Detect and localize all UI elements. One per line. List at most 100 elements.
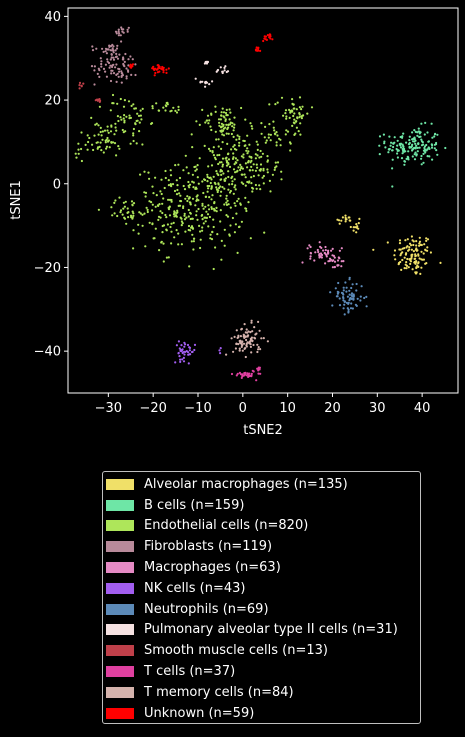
data-point xyxy=(372,248,375,251)
data-point xyxy=(289,149,292,152)
data-point xyxy=(165,101,168,105)
data-point xyxy=(348,293,351,296)
legend-swatch xyxy=(106,478,134,490)
data-point xyxy=(401,152,404,155)
data-point xyxy=(237,343,240,346)
data-point xyxy=(225,194,228,197)
data-point xyxy=(216,233,219,236)
data-point xyxy=(213,202,216,205)
data-point xyxy=(86,134,89,137)
data-point xyxy=(272,126,275,129)
data-point xyxy=(414,142,417,145)
data-point xyxy=(231,125,234,128)
data-point xyxy=(141,224,144,227)
data-point xyxy=(251,127,254,130)
data-point xyxy=(288,108,291,111)
data-point xyxy=(222,127,225,130)
data-point xyxy=(101,47,104,50)
data-point xyxy=(413,158,417,161)
data-point xyxy=(406,238,409,241)
data-point xyxy=(288,141,292,144)
data-point xyxy=(433,147,436,150)
data-point xyxy=(80,159,83,163)
data-point xyxy=(249,237,252,240)
data-point xyxy=(250,336,253,339)
data-point xyxy=(133,107,136,110)
data-point xyxy=(405,252,408,255)
data-point xyxy=(175,111,179,114)
data-point xyxy=(306,247,309,250)
data-point xyxy=(182,356,185,359)
data-point xyxy=(233,123,236,126)
data-point xyxy=(162,224,166,227)
data-point xyxy=(413,153,416,156)
data-point xyxy=(235,138,238,141)
data-point xyxy=(122,105,126,108)
data-point xyxy=(226,160,229,163)
data-point xyxy=(255,187,258,190)
data-point xyxy=(112,49,115,52)
data-point xyxy=(323,252,326,255)
data-point xyxy=(174,361,177,364)
data-point xyxy=(129,55,132,58)
data-point xyxy=(429,251,432,254)
data-point xyxy=(90,116,93,119)
data-point xyxy=(310,106,314,109)
data-point xyxy=(359,299,362,302)
data-point xyxy=(204,85,207,88)
data-point xyxy=(146,210,149,214)
data-point xyxy=(137,232,140,235)
data-point xyxy=(258,184,261,187)
data-point xyxy=(141,107,144,110)
data-point xyxy=(426,246,429,249)
data-point xyxy=(336,292,339,295)
data-point xyxy=(201,80,204,83)
data-point xyxy=(161,231,164,234)
data-point xyxy=(301,261,304,264)
data-point xyxy=(342,297,345,300)
data-point xyxy=(205,62,208,65)
data-point xyxy=(211,151,214,154)
data-point xyxy=(193,343,197,346)
data-point xyxy=(201,226,204,229)
data-point xyxy=(405,246,408,249)
data-point xyxy=(132,127,135,131)
data-point xyxy=(425,237,428,240)
data-point xyxy=(112,51,115,54)
data-point xyxy=(165,229,168,232)
data-point xyxy=(340,219,343,222)
data-point xyxy=(108,66,111,69)
data-point xyxy=(183,353,186,356)
data-point xyxy=(75,156,78,159)
data-point xyxy=(350,294,353,297)
data-point xyxy=(410,254,413,257)
data-point xyxy=(219,178,222,181)
data-point xyxy=(116,115,119,118)
data-point xyxy=(217,118,221,121)
data-point xyxy=(241,349,244,352)
data-point xyxy=(417,130,420,133)
legend-item: Macrophages (n=63) xyxy=(106,557,420,578)
data-point xyxy=(116,72,119,75)
data-point xyxy=(427,146,430,149)
data-point xyxy=(257,46,260,49)
data-point xyxy=(118,70,121,73)
data-point xyxy=(403,160,406,163)
data-point xyxy=(234,347,237,350)
data-point xyxy=(250,125,253,128)
legend-swatch xyxy=(106,645,134,657)
data-point xyxy=(225,214,228,217)
data-point xyxy=(246,134,249,137)
data-point xyxy=(236,169,239,172)
data-point xyxy=(365,295,368,298)
data-point xyxy=(288,116,291,119)
data-point xyxy=(134,123,137,126)
data-point xyxy=(181,351,184,355)
data-point xyxy=(220,114,223,117)
data-point xyxy=(350,297,353,300)
data-point xyxy=(345,290,348,293)
data-point xyxy=(170,222,173,225)
data-point xyxy=(226,114,229,117)
data-point xyxy=(115,55,118,58)
data-point xyxy=(436,153,439,156)
